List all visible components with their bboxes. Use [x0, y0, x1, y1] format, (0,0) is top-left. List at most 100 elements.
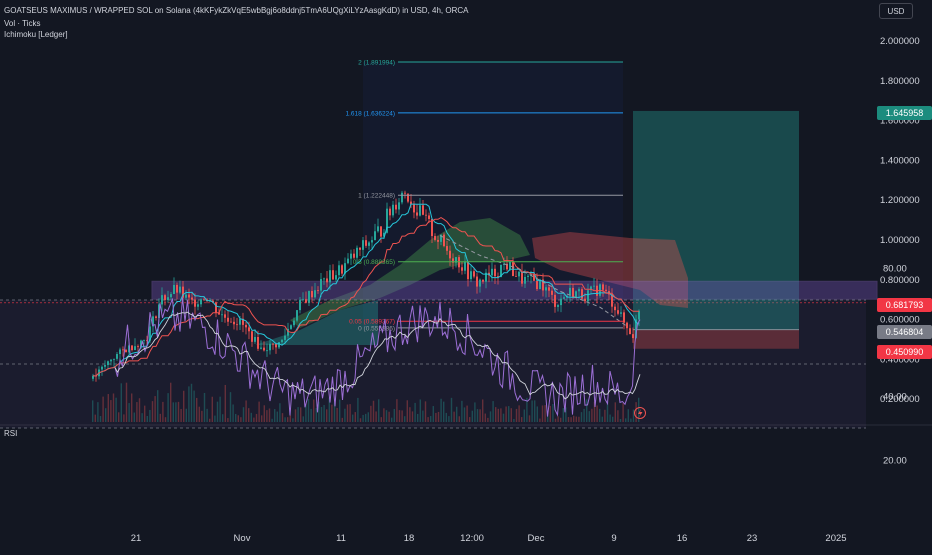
volume-bar — [414, 402, 416, 422]
volume-bar — [253, 417, 255, 422]
candle-body — [638, 310, 640, 320]
rsi-pane-label[interactable]: RSI — [4, 429, 18, 438]
volume-bar — [219, 396, 221, 422]
candle-body — [563, 297, 565, 299]
volume-bar — [562, 408, 564, 422]
time-axis-tick: 2025 — [825, 533, 846, 544]
fib-level-label: 0 (0.555886) — [358, 325, 395, 332]
volume-bar — [419, 399, 421, 422]
candle-body — [437, 239, 439, 242]
candle-body — [170, 294, 172, 298]
candle-body — [482, 279, 484, 282]
volume-bar — [492, 401, 494, 422]
stop-price-label: 0.450990 — [877, 345, 932, 359]
projection-line — [439, 235, 629, 328]
volume-bar — [437, 411, 440, 422]
volume-bar — [92, 400, 94, 422]
candle-body — [434, 236, 436, 240]
volume-bar — [172, 402, 174, 422]
volume-bar — [458, 416, 460, 422]
candle-body — [551, 290, 553, 295]
candle-body — [254, 337, 256, 342]
volume-bar — [341, 417, 343, 422]
volume-bar — [487, 417, 489, 422]
candle-body — [155, 316, 157, 318]
candle-body — [191, 297, 193, 300]
candle-body — [449, 250, 451, 259]
price-axis-tick: 0.400000 — [880, 354, 920, 365]
volume-bar — [383, 408, 385, 422]
candle-body — [425, 214, 427, 216]
candle-body — [485, 272, 487, 282]
volume-bar — [110, 400, 112, 422]
candle-body — [479, 279, 481, 287]
volume-bar — [370, 405, 372, 422]
volume-bar — [102, 396, 104, 422]
candle-body — [356, 247, 358, 258]
volume-bar — [144, 405, 146, 422]
candle-body — [290, 325, 292, 329]
candle-body — [500, 264, 502, 278]
candle-body — [188, 294, 190, 298]
volume-bar — [588, 411, 590, 422]
candle-body — [266, 350, 268, 352]
candle-body — [620, 312, 622, 314]
ichimoku-cloud-green — [255, 300, 378, 345]
volume-bar — [411, 411, 414, 422]
volume-bar — [297, 407, 299, 422]
volume-bar — [274, 409, 276, 422]
candle-body — [590, 286, 592, 291]
volume-bar — [531, 400, 533, 422]
candle-body — [296, 310, 298, 321]
volume-bar — [313, 399, 315, 422]
volume-bar — [229, 392, 232, 422]
ichimoku-indicator-label[interactable]: Ichimoku [Ledger] — [4, 30, 68, 39]
volume-bar — [185, 408, 187, 422]
volume-bar — [627, 409, 629, 422]
candle-body — [527, 275, 529, 277]
candle-body — [140, 340, 142, 348]
volume-bar — [632, 409, 635, 422]
candle-body — [350, 253, 352, 259]
volume-bar — [375, 411, 377, 422]
volume-bar — [570, 417, 572, 422]
lightning-icon — [638, 409, 643, 418]
volume-bar — [385, 410, 388, 422]
volume-bar — [237, 415, 239, 422]
candle-body — [137, 346, 139, 348]
volume-bar — [393, 408, 395, 422]
candle-body — [398, 202, 400, 210]
volume-bar — [604, 409, 606, 422]
volume-bar — [180, 408, 182, 422]
volume-bar — [586, 399, 588, 422]
candle-body — [629, 328, 631, 335]
candle-body — [317, 290, 319, 291]
candle-body — [395, 204, 397, 210]
candle-body — [287, 328, 289, 336]
volume-bar — [445, 412, 447, 422]
candle-body — [473, 271, 475, 277]
time-axis-tick: 16 — [677, 533, 688, 544]
volume-bar — [461, 400, 463, 422]
volume-bar — [544, 405, 546, 422]
fib-level-label: 1.618 (1.636224) — [345, 110, 395, 117]
candle-body — [440, 234, 442, 242]
volume-bar — [378, 399, 380, 422]
candle-body — [197, 304, 199, 307]
price-axis-tick: 0.800000 — [880, 275, 920, 286]
candle-body — [536, 280, 538, 290]
candle-body — [371, 240, 373, 243]
time-axis-tick: 23 — [747, 533, 758, 544]
candle-body — [404, 192, 406, 194]
candle-body — [194, 299, 196, 307]
volume-bar — [136, 402, 138, 422]
currency-button[interactable]: USD — [879, 3, 913, 19]
volume-indicator-label[interactable]: Vol · Ticks — [4, 19, 41, 28]
volume-bar — [547, 412, 549, 422]
candle-body — [521, 271, 523, 284]
candle-body — [467, 261, 469, 280]
volume-bar — [583, 408, 585, 422]
volume-bar — [430, 416, 432, 422]
